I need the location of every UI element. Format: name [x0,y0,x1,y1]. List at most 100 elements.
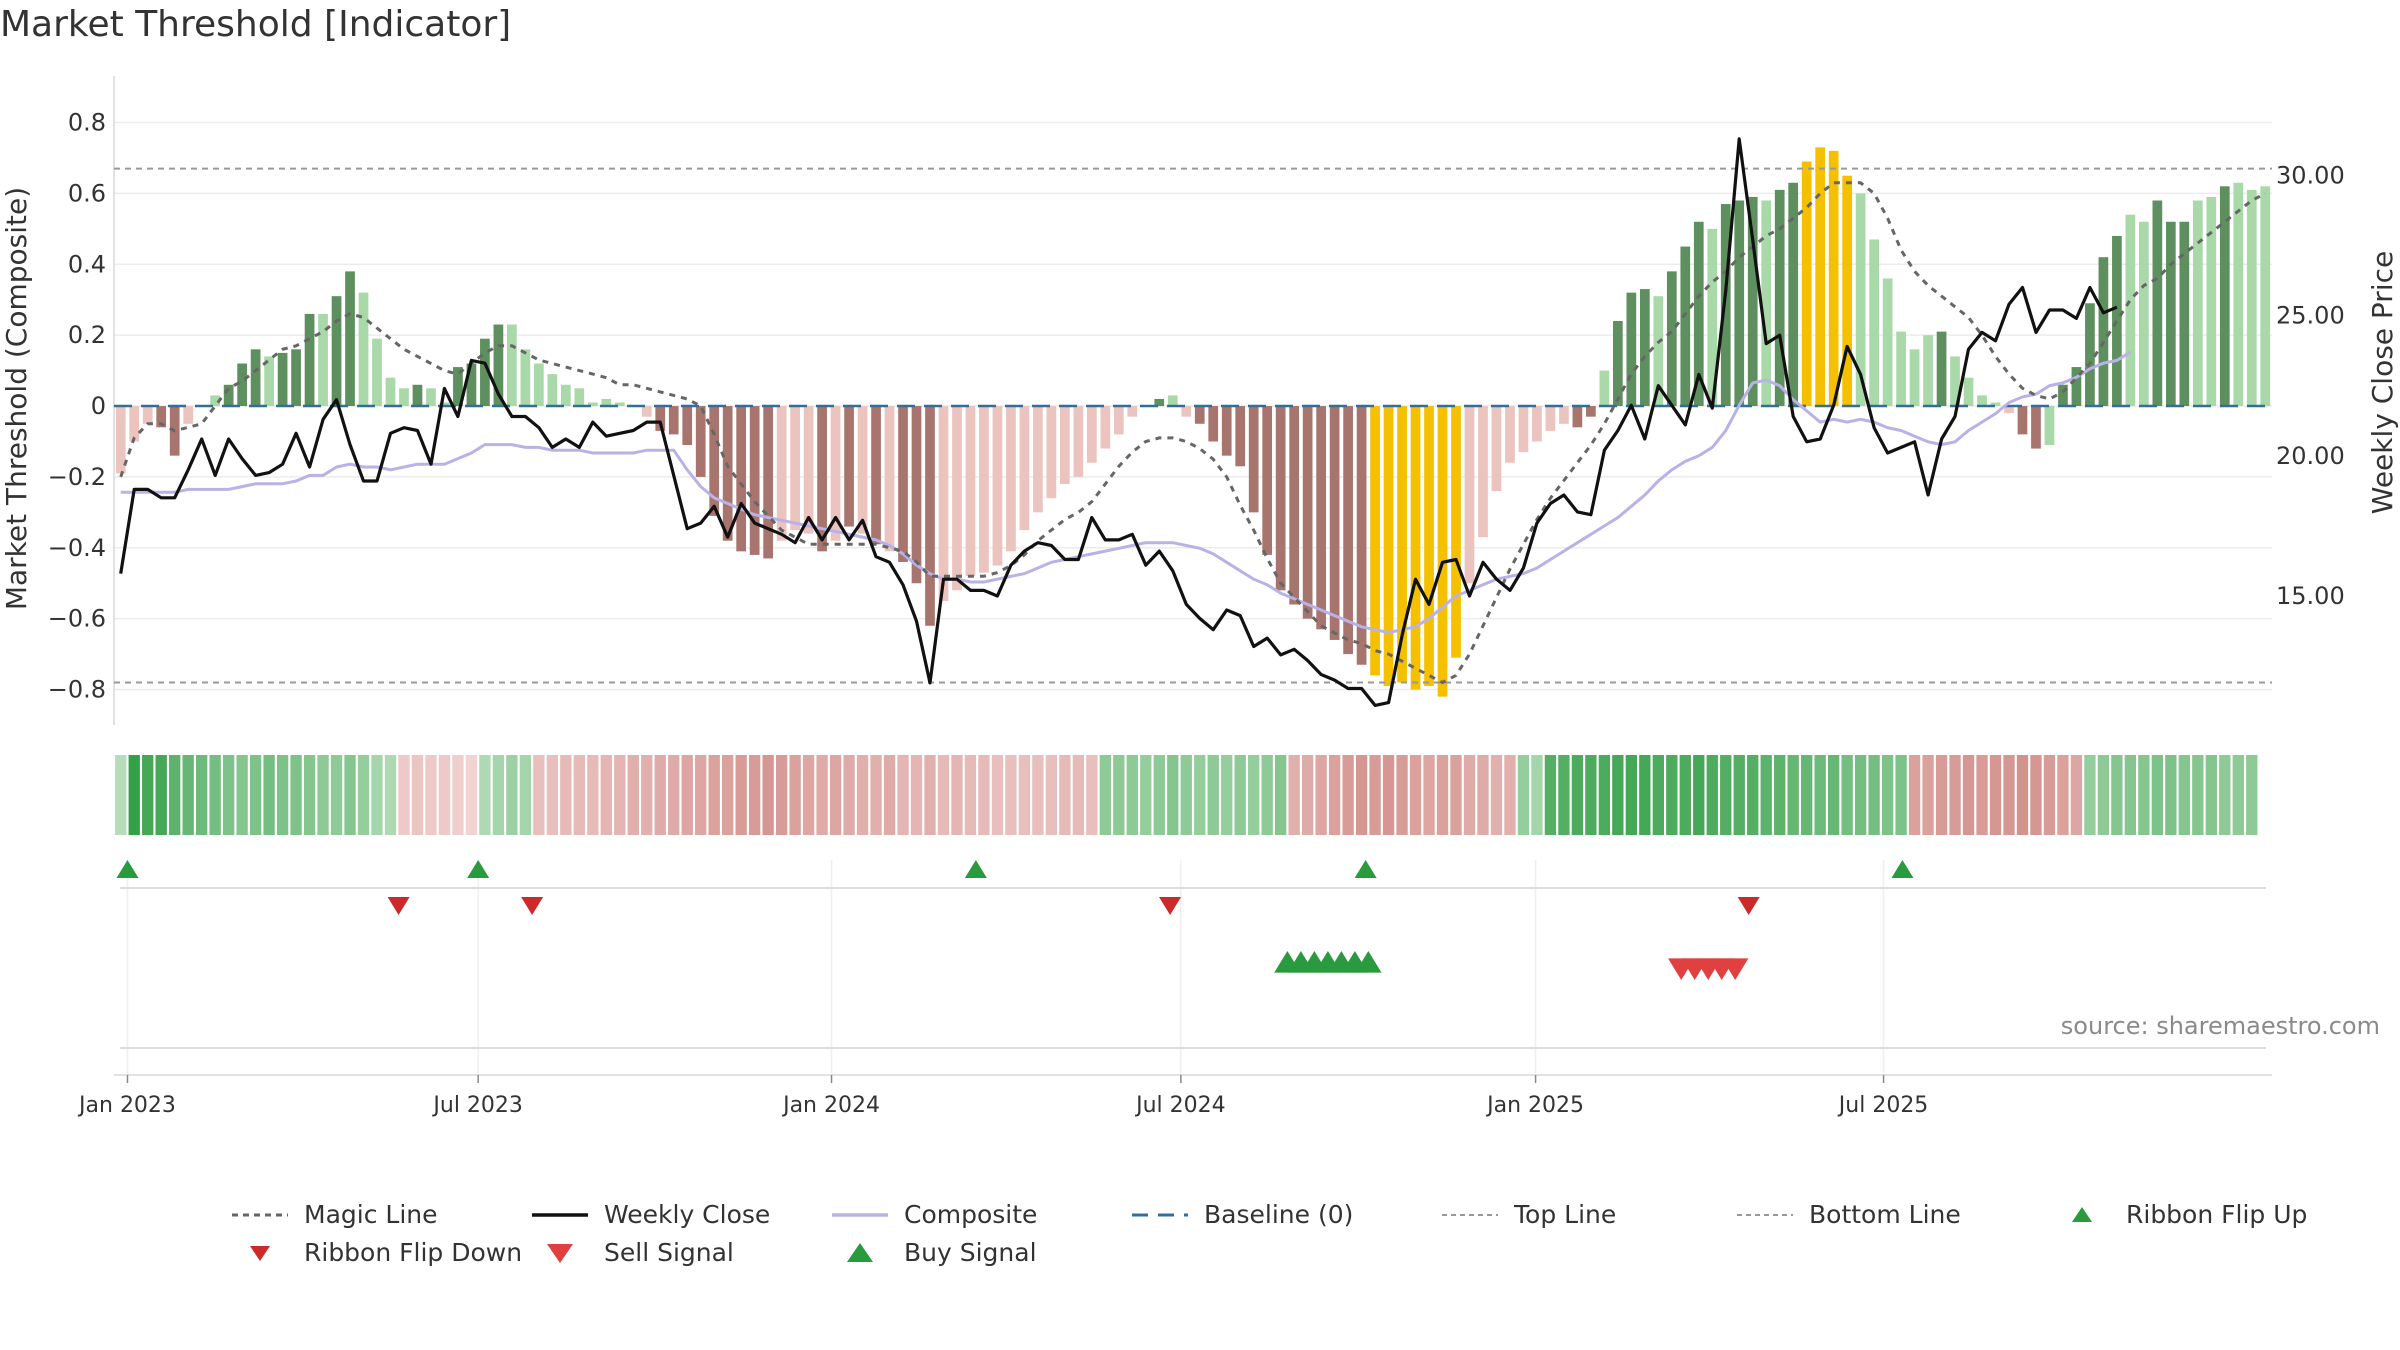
composite-bar [776,406,787,541]
ribbon-cell [1814,755,1826,835]
ribbon-cell [1248,755,1260,835]
ribbon-cell [1854,755,1867,835]
composite-bar [1923,335,1933,407]
flip-up-legend-icon [2072,1206,2092,1222]
composite-bar [1208,406,1219,442]
ribbon-cell [951,755,963,835]
ribbon-cell [978,755,990,835]
composite-bar [372,338,382,407]
y-tick-label: 0.8 [68,109,106,137]
ribbon-cell [1369,755,1381,835]
ribbon-cell [1760,755,1772,835]
ribbon-cell [695,755,707,835]
chart-title: Market Threshold [Indicator] [0,4,512,45]
y-tick-label: 0 [91,392,106,420]
composite-bar [1572,406,1583,428]
composite-bar [2058,384,2068,407]
composite-bar [2246,189,2257,407]
y2-tick-label: 15.00 [2276,582,2345,610]
composite-bar [2071,367,2082,407]
composite-bar [614,402,625,407]
y-axis-label: Market Threshold (Composite) [0,187,33,610]
composite-bar [1559,406,1569,424]
legend-item: Top Line [1440,1200,1616,1229]
composite-bar [223,384,234,407]
composite-bar [2031,406,2041,449]
composite-bar [1855,193,1866,407]
composite-bar [1734,200,1745,407]
ribbon-cell [1167,755,1179,835]
legend-item: Buy Signal [830,1238,1037,1267]
ribbon-cell [1477,755,1489,835]
ribbon-cell [1827,755,1840,835]
composite-bar [722,406,733,541]
ribbon-cell [128,755,140,835]
ribbon-cell [843,755,855,835]
composite-bar [2098,257,2109,407]
ribbon-cell [411,755,424,835]
ribbon-cell [1949,755,1961,835]
composite-bar [277,352,288,407]
composite-bar [2179,221,2190,407]
composite-bar [884,406,895,552]
ribbon-cell [1679,755,1691,835]
ribbon-cell [937,755,950,835]
magic-line [119,181,2266,685]
ribbon-cell [1180,755,1192,835]
ribbon-cell [560,755,572,835]
ribbon-cell [1908,755,1921,835]
composite-bar [1977,395,1987,407]
flip-down-legend-icon [250,1245,270,1261]
composite-bar [1869,239,1879,407]
composite-bar [2165,221,2176,407]
composite-bar [1181,406,1192,417]
ribbon-cell [1032,755,1044,835]
ribbon-cell [506,755,518,835]
composite-bar [641,406,652,417]
ribbon-cell [1531,755,1543,835]
composite-bar [1613,320,1623,407]
ribbon-cell [964,755,977,835]
ribbon-cell [1261,755,1273,835]
ribbon-cell [1787,755,1799,835]
legend-item: Weekly Close [530,1200,770,1229]
ribbon-cell [2165,755,2177,835]
composite-bar [331,296,342,407]
ribbon-cell [1774,755,1786,835]
composite-bar [979,406,989,573]
composite-bar [345,271,355,407]
legend-item: Magic Line [230,1200,438,1229]
ribbon-cell [1962,755,1975,835]
composite-bar [1235,406,1246,467]
composite-bar [1154,398,1165,407]
ribbon-cell [1490,755,1503,835]
ribbon-cell [897,755,909,835]
ribbon-cell [330,755,343,835]
composite-bar [1761,200,1772,407]
ribbon-cell [2205,755,2217,835]
ribbon-cell [1935,755,1948,835]
composite-bar [1370,406,1380,676]
composite-bar [2206,196,2217,407]
ribbon-cell [1221,755,1233,835]
ribbon-cell [1409,755,1422,835]
composite-bar [466,363,477,407]
y-tick-label: −0.6 [48,605,106,633]
composite-bar [1842,175,1852,407]
composite-bar [1990,402,2001,407]
x-tick-label: Jul 2023 [431,1093,523,1118]
composite-bar [830,406,841,541]
composite-bar [655,406,666,431]
composite-bar [1410,406,1421,690]
ribbon-flip-up-marker [1891,860,1914,878]
ribbon-cell [1045,755,1058,835]
ribbon-cell [1868,755,1880,835]
ribbon-cell [1544,755,1557,835]
composite-bar [520,349,531,407]
ribbon-flip-down-marker [1159,897,1182,915]
composite-bar [1046,406,1057,499]
legend-label: Ribbon Flip Up [2126,1200,2308,1229]
ribbon-cell [1018,755,1031,835]
ribbon-cell [2057,755,2069,835]
ribbon-cell [1693,755,1705,835]
